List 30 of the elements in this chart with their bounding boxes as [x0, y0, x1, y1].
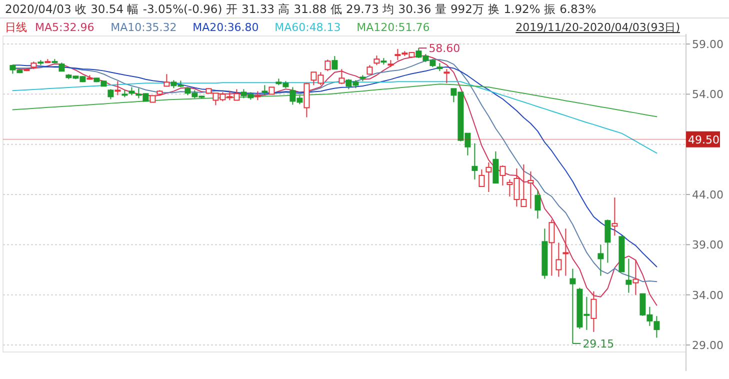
annotation: 58.60	[428, 42, 460, 56]
text: MA20:36.80	[192, 21, 259, 34]
candlestick	[562, 228, 569, 276]
y-tick-label: 34.00	[692, 288, 724, 302]
candlestick	[486, 162, 492, 192]
candlestick	[590, 290, 597, 332]
candlestick	[534, 190, 541, 220]
y-tick-label: 44.00	[692, 188, 724, 202]
candlestick	[598, 244, 604, 276]
candlestick	[570, 268, 576, 344]
y-tick-label: 29.00	[692, 338, 724, 352]
chart-title: 2020/04/03 收 30.54 幅 -3.05%(-0.96) 开 31.33 高 31.88 低 29.73 均 30.36 量 992万 换 1.92% 振 6.83%	[5, 2, 596, 16]
y-tick-label: 54.00	[692, 88, 724, 102]
text: 2019/11/20-2020/04/03(93日)	[516, 21, 680, 34]
chart-subtitle: 日线	[5, 21, 27, 34]
candlestick	[472, 142, 478, 180]
text: MA5:32.96	[35, 21, 94, 34]
candlestick	[612, 197, 618, 236]
ref-line-label: 49.50	[688, 133, 720, 146]
text: MA10:35.32	[110, 21, 177, 34]
y-tick-label: 59.00	[692, 38, 724, 52]
y-tick-label: 39.00	[692, 238, 724, 252]
text: MA60:48.13	[274, 21, 341, 34]
candlestick	[528, 170, 534, 210]
candlestick	[626, 258, 632, 294]
line-series	[12, 84, 658, 118]
annotation: 29.15	[582, 337, 614, 350]
text: MA120:51.76	[356, 21, 430, 34]
candlestick	[632, 259, 639, 296]
candlestick	[556, 242, 562, 278]
